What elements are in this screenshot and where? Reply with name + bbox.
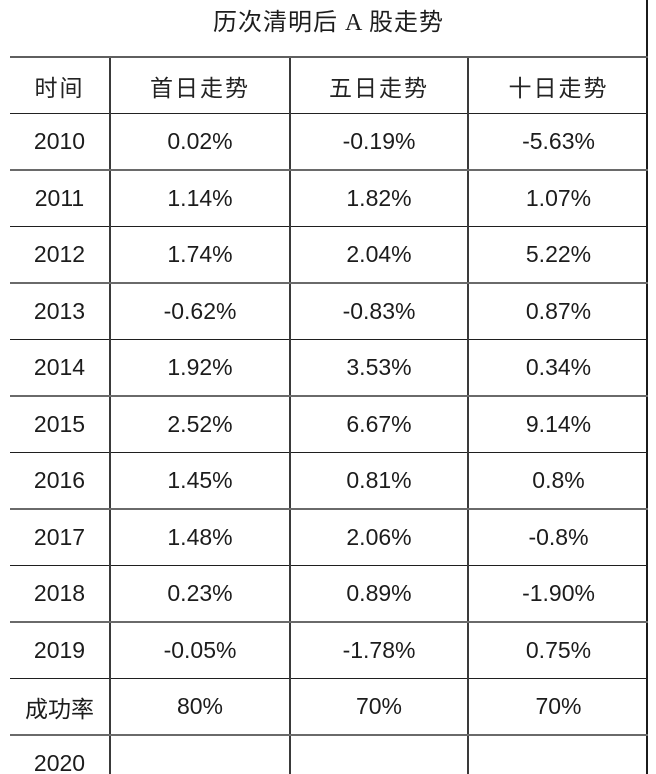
table-row: 成功率 80% 70% 70% xyxy=(10,678,648,736)
value-cell: 6.67% xyxy=(289,396,468,453)
table-row: 2014 1.92% 3.53% 0.34% xyxy=(10,339,648,397)
column-header-five-day: 五日走势 xyxy=(289,56,468,114)
value-cell: 2.06% xyxy=(289,509,468,566)
value-cell: 0.81% xyxy=(289,452,468,510)
value-cell: -1.78% xyxy=(289,622,468,679)
value-cell: 0.8% xyxy=(467,452,648,510)
value-cell: 5.22% xyxy=(467,226,648,284)
value-cell: 2.04% xyxy=(289,226,468,284)
table-row: 2013 -0.62% -0.83% 0.87% xyxy=(10,283,648,340)
value-cell xyxy=(109,735,290,774)
value-cell: -0.62% xyxy=(109,283,290,340)
value-cell: 0.89% xyxy=(289,565,468,623)
value-cell: -1.90% xyxy=(467,565,648,623)
row-header-cell: 2010 xyxy=(10,113,110,171)
value-cell: -0.19% xyxy=(289,113,468,171)
table-row: 2015 2.52% 6.67% 9.14% xyxy=(10,396,648,453)
table-row: 2010 0.02% -0.19% -5.63% xyxy=(10,113,648,171)
value-cell: -0.83% xyxy=(289,283,468,340)
row-header-cell: 2014 xyxy=(10,339,110,397)
value-cell: 70% xyxy=(289,678,468,736)
value-cell: 1.92% xyxy=(109,339,290,397)
row-header-cell: 2020 xyxy=(10,735,110,774)
row-header-cell: 2013 xyxy=(10,283,110,340)
row-header-cell: 2015 xyxy=(10,396,110,453)
column-header-ten-day: 十日走势 xyxy=(467,56,648,114)
row-header-cell: 2016 xyxy=(10,452,110,510)
table-row: 2011 1.14% 1.82% 1.07% xyxy=(10,170,648,227)
table-row: 2017 1.48% 2.06% -0.8% xyxy=(10,509,648,566)
value-cell: 0.02% xyxy=(109,113,290,171)
table-row: 2020 xyxy=(10,735,648,774)
row-header-cell: 2019 xyxy=(10,622,110,679)
value-cell: 1.45% xyxy=(109,452,290,510)
column-header-first-day: 首日走势 xyxy=(109,56,290,114)
value-cell: 0.75% xyxy=(467,622,648,679)
value-cell: -0.05% xyxy=(109,622,290,679)
value-cell: 3.53% xyxy=(289,339,468,397)
value-cell: 1.82% xyxy=(289,170,468,227)
value-cell: -0.8% xyxy=(467,509,648,566)
row-header-cell: 2011 xyxy=(10,170,110,227)
table-row: 2018 0.23% 0.89% -1.90% xyxy=(10,565,648,623)
value-cell: 0.23% xyxy=(109,565,290,623)
row-header-cell: 2018 xyxy=(10,565,110,623)
value-cell: 0.34% xyxy=(467,339,648,397)
table-header: 时间 首日走势 五日走势 十日走势 xyxy=(10,56,648,114)
value-cell: 80% xyxy=(109,678,290,736)
row-header-cell: 2012 xyxy=(10,226,110,284)
value-cell: 70% xyxy=(467,678,648,736)
value-cell: 0.87% xyxy=(467,283,648,340)
value-cell xyxy=(467,735,648,774)
row-header-cell: 2017 xyxy=(10,509,110,566)
value-cell: 1.07% xyxy=(467,170,648,227)
header-row: 时间 首日走势 五日走势 十日走势 xyxy=(10,56,648,114)
value-cell: 1.14% xyxy=(109,170,290,227)
table-row: 2012 1.74% 2.04% 5.22% xyxy=(10,226,648,284)
trend-table: 时间 首日走势 五日走势 十日走势 2010 0.02% -0.19% -5.63% 2… xyxy=(10,56,648,774)
value-cell: -5.63% xyxy=(467,113,648,171)
value-cell xyxy=(289,735,468,774)
page-title: 历次清明后 A 股走势 xyxy=(212,10,444,36)
table-body: 2010 0.02% -0.19% -5.63% 2011 1.14% 1.82% 1.07%… xyxy=(10,113,648,774)
table-row: 2019 -0.05% -1.78% 0.75% xyxy=(10,622,648,679)
value-cell: 2.52% xyxy=(109,396,290,453)
row-header-cell: 成功率 xyxy=(10,678,110,736)
value-cell: 1.74% xyxy=(109,226,290,284)
value-cell: 1.48% xyxy=(109,509,290,566)
table-row: 2016 1.45% 0.81% 0.8% xyxy=(10,452,648,510)
value-cell: 9.14% xyxy=(467,396,648,453)
column-header-time: 时间 xyxy=(10,56,110,114)
